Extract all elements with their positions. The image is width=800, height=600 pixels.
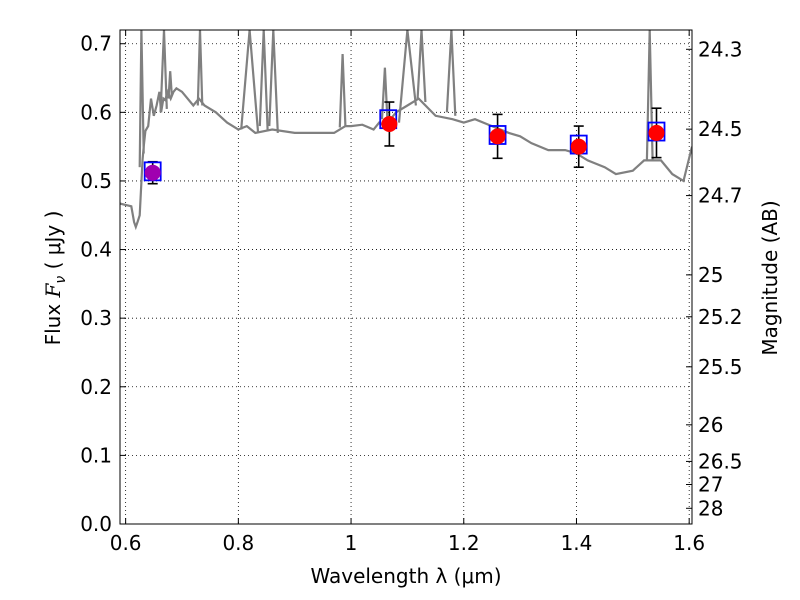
model-spectrum-spike — [338, 53, 347, 128]
y2-tick-label: 28 — [698, 496, 723, 520]
y-axis-title-symbol: F — [41, 282, 65, 298]
x-tick-label: 1 — [345, 531, 358, 555]
model-spectrum-spike — [268, 30, 279, 133]
plot-area — [120, 30, 692, 231]
y-tick-label: 0.6 — [80, 100, 112, 124]
observed-flux-point — [144, 164, 161, 181]
y2-tick-label: 24.7 — [698, 184, 743, 208]
y-axis-title-prefix: Flux — [41, 297, 65, 345]
model-spectrum-spike — [138, 30, 145, 168]
model-spectrum-spike — [240, 30, 260, 133]
plot-frame — [119, 29, 693, 525]
y2-tick-label: 26.5 — [698, 449, 743, 473]
model-spectrum-line — [120, 86, 692, 231]
observed-flux-point — [489, 128, 506, 145]
observed-flux-point — [381, 115, 398, 132]
y2-tick-label: 25.5 — [698, 355, 743, 379]
observed-flux-point — [570, 138, 587, 155]
y-tick-label: 0.5 — [80, 169, 112, 193]
model-spectrum-spike — [159, 30, 168, 113]
model-spectrum-spike — [416, 30, 427, 103]
y2-tick-label: 25.2 — [698, 305, 743, 329]
model-spectrum-spike — [645, 30, 654, 161]
model-spectrum-spike — [167, 71, 173, 99]
x-tick-label: 1.4 — [561, 531, 593, 555]
y-axis-title-subscript: ν — [53, 276, 69, 284]
x-tick-label: 0.6 — [110, 531, 142, 555]
x-tick-label: 0.8 — [222, 531, 254, 555]
model-spectrum-spike — [196, 30, 204, 106]
x-tick-label: 1.6 — [673, 531, 705, 555]
y-tick-label: 0.0 — [80, 512, 112, 536]
y-tick-label: 0.7 — [80, 32, 112, 56]
y-tick-label: 0.4 — [80, 238, 112, 262]
y-axis-title: Flux Fν ( μJy ) — [41, 211, 69, 346]
y2-tick-label: 24.5 — [698, 117, 743, 141]
axis-ticks: 0.6 0.8 1 1.2 1.4 1.6 0.0 0.1 0.2 0.3 0.4 0.5 0.6 0.7… — [80, 30, 743, 555]
y-tick-label: 0.3 — [80, 306, 112, 330]
grid-lines — [120, 30, 692, 525]
model-spectrum-spike — [380, 67, 389, 127]
y2-axis-title: Magnitude (AB) — [758, 200, 782, 355]
model-spectrum-spike — [445, 30, 457, 116]
y-tick-label: 0.2 — [80, 375, 112, 399]
y2-tick-label: 25 — [698, 263, 723, 287]
model-spectrum-spike — [258, 30, 269, 130]
x-axis-title: Wavelength λ (μm) — [310, 564, 501, 588]
y2-tick-label: 27 — [698, 473, 723, 497]
y-axis-title-units: ( μJy ) — [41, 211, 65, 276]
y2-tick-label: 24.3 — [698, 37, 743, 61]
x-tick-label: 1.2 — [448, 531, 480, 555]
observed-flux-point — [648, 124, 665, 141]
y2-tick-label: 26 — [698, 413, 723, 437]
y-tick-label: 0.1 — [80, 443, 112, 467]
model-spectrum-spike — [397, 30, 417, 123]
